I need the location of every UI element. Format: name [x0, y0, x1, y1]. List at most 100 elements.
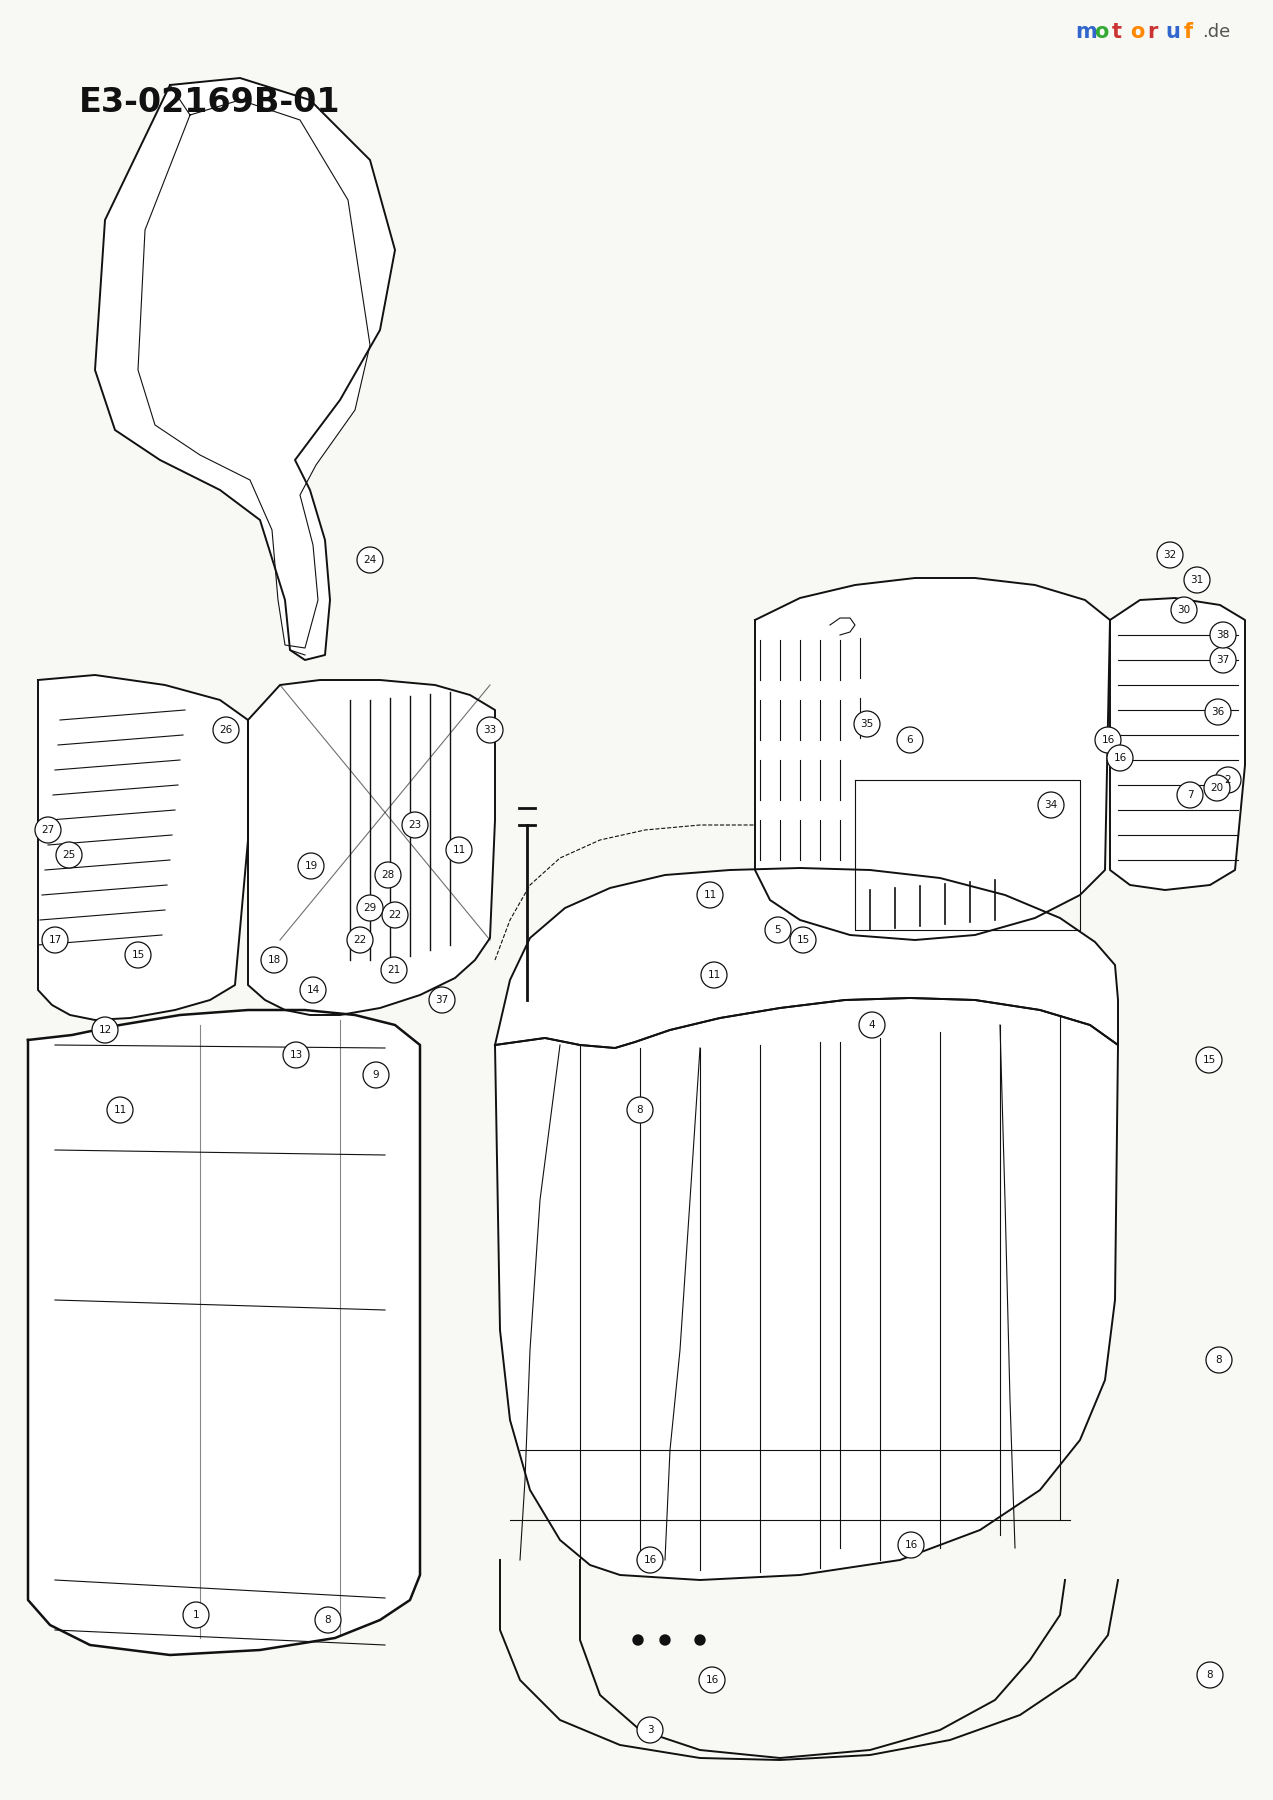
Text: 22: 22	[388, 911, 401, 920]
Text: 6: 6	[906, 734, 913, 745]
Text: 34: 34	[1044, 799, 1058, 810]
Circle shape	[859, 1012, 885, 1039]
Circle shape	[446, 837, 472, 862]
Circle shape	[402, 812, 428, 839]
Circle shape	[1204, 776, 1230, 801]
Circle shape	[477, 716, 503, 743]
Circle shape	[1095, 727, 1122, 752]
Text: 15: 15	[131, 950, 145, 959]
Text: 28: 28	[382, 869, 395, 880]
Circle shape	[765, 916, 791, 943]
Circle shape	[1184, 567, 1211, 592]
Circle shape	[300, 977, 326, 1003]
Text: 16: 16	[705, 1676, 719, 1685]
Polygon shape	[755, 578, 1110, 940]
Text: 4: 4	[868, 1021, 876, 1030]
Text: 18: 18	[267, 956, 280, 965]
Text: .de: .de	[1202, 23, 1230, 41]
Text: r: r	[1148, 22, 1158, 43]
Circle shape	[1206, 698, 1231, 725]
Text: 2: 2	[1225, 776, 1231, 785]
Text: 35: 35	[861, 718, 873, 729]
Polygon shape	[38, 675, 248, 1021]
Circle shape	[92, 1017, 118, 1042]
Circle shape	[283, 1042, 309, 1067]
Text: 36: 36	[1212, 707, 1225, 716]
Text: 13: 13	[289, 1049, 303, 1060]
Circle shape	[42, 927, 67, 952]
Text: 33: 33	[484, 725, 496, 734]
Circle shape	[261, 947, 286, 974]
Circle shape	[429, 986, 454, 1013]
Text: 25: 25	[62, 850, 75, 860]
Text: E3-02169B-01: E3-02169B-01	[79, 86, 341, 119]
Circle shape	[348, 927, 373, 952]
Text: 11: 11	[708, 970, 721, 979]
Circle shape	[854, 711, 880, 736]
Text: 11: 11	[113, 1105, 126, 1114]
Text: 19: 19	[304, 860, 318, 871]
Circle shape	[1197, 1048, 1222, 1073]
Text: 21: 21	[387, 965, 401, 976]
Circle shape	[1197, 1661, 1223, 1688]
Text: 20: 20	[1211, 783, 1223, 794]
Text: 1: 1	[192, 1609, 200, 1620]
Text: 15: 15	[797, 934, 810, 945]
Text: 16: 16	[1114, 752, 1127, 763]
Circle shape	[628, 1096, 653, 1123]
Circle shape	[1178, 781, 1203, 808]
Circle shape	[791, 927, 816, 952]
Text: 32: 32	[1164, 551, 1176, 560]
Circle shape	[1211, 623, 1236, 648]
Circle shape	[183, 1602, 209, 1627]
Text: m: m	[1076, 22, 1097, 43]
Text: f: f	[1184, 22, 1193, 43]
Text: 30: 30	[1178, 605, 1190, 616]
Text: 11: 11	[704, 889, 717, 900]
Circle shape	[356, 547, 383, 572]
Text: 11: 11	[452, 844, 466, 855]
Circle shape	[381, 958, 407, 983]
Polygon shape	[1110, 598, 1245, 889]
Circle shape	[701, 961, 727, 988]
Circle shape	[1037, 792, 1064, 817]
Circle shape	[699, 1667, 726, 1694]
Text: 8: 8	[325, 1615, 331, 1625]
Text: 17: 17	[48, 934, 61, 945]
Circle shape	[1171, 598, 1197, 623]
Text: 26: 26	[219, 725, 233, 734]
Polygon shape	[248, 680, 495, 1015]
Text: u: u	[1166, 22, 1180, 43]
Circle shape	[1206, 1346, 1232, 1373]
Text: 31: 31	[1190, 574, 1204, 585]
Text: 22: 22	[354, 934, 367, 945]
Text: o: o	[1094, 22, 1108, 43]
Text: t: t	[1111, 22, 1122, 43]
Circle shape	[376, 862, 401, 887]
Circle shape	[213, 716, 239, 743]
Circle shape	[125, 941, 151, 968]
Polygon shape	[28, 1010, 420, 1654]
Text: o: o	[1129, 22, 1144, 43]
Text: 3: 3	[647, 1724, 653, 1735]
Text: 16: 16	[1101, 734, 1115, 745]
Text: 7: 7	[1186, 790, 1193, 799]
Circle shape	[34, 817, 61, 842]
Text: 16: 16	[904, 1541, 918, 1550]
Text: 16: 16	[643, 1555, 657, 1564]
Circle shape	[56, 842, 81, 868]
Polygon shape	[137, 101, 370, 648]
Circle shape	[314, 1607, 341, 1633]
Circle shape	[107, 1096, 132, 1123]
Circle shape	[897, 1532, 924, 1559]
Text: 38: 38	[1217, 630, 1230, 641]
Text: 24: 24	[363, 554, 377, 565]
Circle shape	[1214, 767, 1241, 794]
Circle shape	[897, 727, 923, 752]
Text: 14: 14	[307, 985, 320, 995]
Circle shape	[382, 902, 409, 929]
Text: 8: 8	[1207, 1670, 1213, 1679]
Circle shape	[698, 882, 723, 907]
Circle shape	[633, 1634, 643, 1645]
Circle shape	[636, 1546, 663, 1573]
